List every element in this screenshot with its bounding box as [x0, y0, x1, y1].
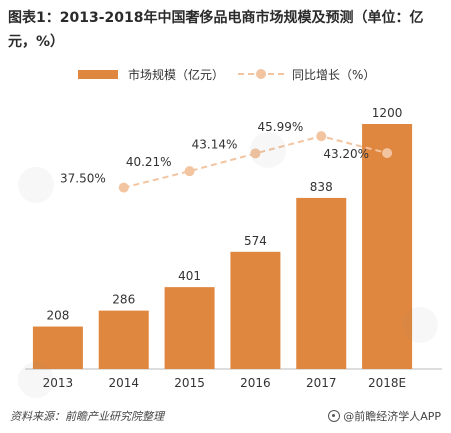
bar-2014 — [98, 310, 149, 369]
app-credit-label: @前瞻经济学人APP — [343, 410, 441, 423]
bar-2016 — [230, 251, 281, 369]
bar-2015 — [164, 287, 215, 369]
bar-value-label: 286 — [112, 293, 135, 307]
bar-value-label: 208 — [46, 309, 69, 323]
app-credit: @前瞻经济学人APP — [328, 408, 441, 424]
growth-value-label: 43.20% — [323, 147, 369, 161]
bar-2017 — [296, 197, 347, 369]
legend-label-bar: 市场规模（亿元） — [128, 67, 225, 82]
growth-value-label: 40.21% — [126, 155, 172, 169]
legend-item-line: 同比增长（%） — [238, 62, 375, 86]
source-note: 资料来源：前瞻产业研究院整理 — [10, 410, 164, 423]
growth-point-2016 — [250, 148, 261, 159]
legend-swatch-bar — [78, 69, 118, 79]
legend: 市场规模（亿元） 同比增长（%） — [0, 62, 451, 86]
growth-point-2018E — [382, 148, 393, 159]
bar-2013 — [32, 326, 83, 369]
growth-point-2014 — [118, 182, 129, 193]
bar-value-label: 1200 — [372, 106, 403, 120]
growth-value-label: 37.50% — [60, 172, 106, 186]
bar-value-label: 838 — [310, 180, 333, 194]
growth-value-label: 45.99% — [257, 120, 303, 134]
x-tick-label: 2014 — [108, 376, 139, 390]
bar-value-label: 401 — [178, 269, 201, 283]
x-tick-label: 2013 — [43, 376, 74, 390]
legend-item-bar: 市场规模（亿元） — [78, 62, 224, 86]
x-tick-label: 2017 — [306, 376, 337, 390]
growth-point-2017 — [316, 131, 327, 142]
footer: 资料来源：前瞻产业研究院整理 @前瞻经济学人APP — [0, 405, 451, 427]
growth-value-label: 43.14% — [192, 137, 238, 151]
growth-point-2015 — [184, 166, 195, 177]
legend-swatch-line — [238, 68, 284, 80]
bar-2018E — [362, 124, 413, 369]
x-tick-label: 2018E — [368, 376, 406, 390]
growth-line — [123, 135, 388, 189]
x-tick-label: 2016 — [240, 376, 271, 390]
weibo-icon — [328, 410, 341, 422]
legend-label-line: 同比增长（%） — [292, 67, 376, 82]
bar-value-label: 574 — [244, 234, 267, 248]
x-tick-label: 2015 — [174, 376, 205, 390]
chart-title: 图表1：2013-2018年中国奢侈品电商市场规模及预测（单位：亿元，%） — [8, 10, 424, 50]
